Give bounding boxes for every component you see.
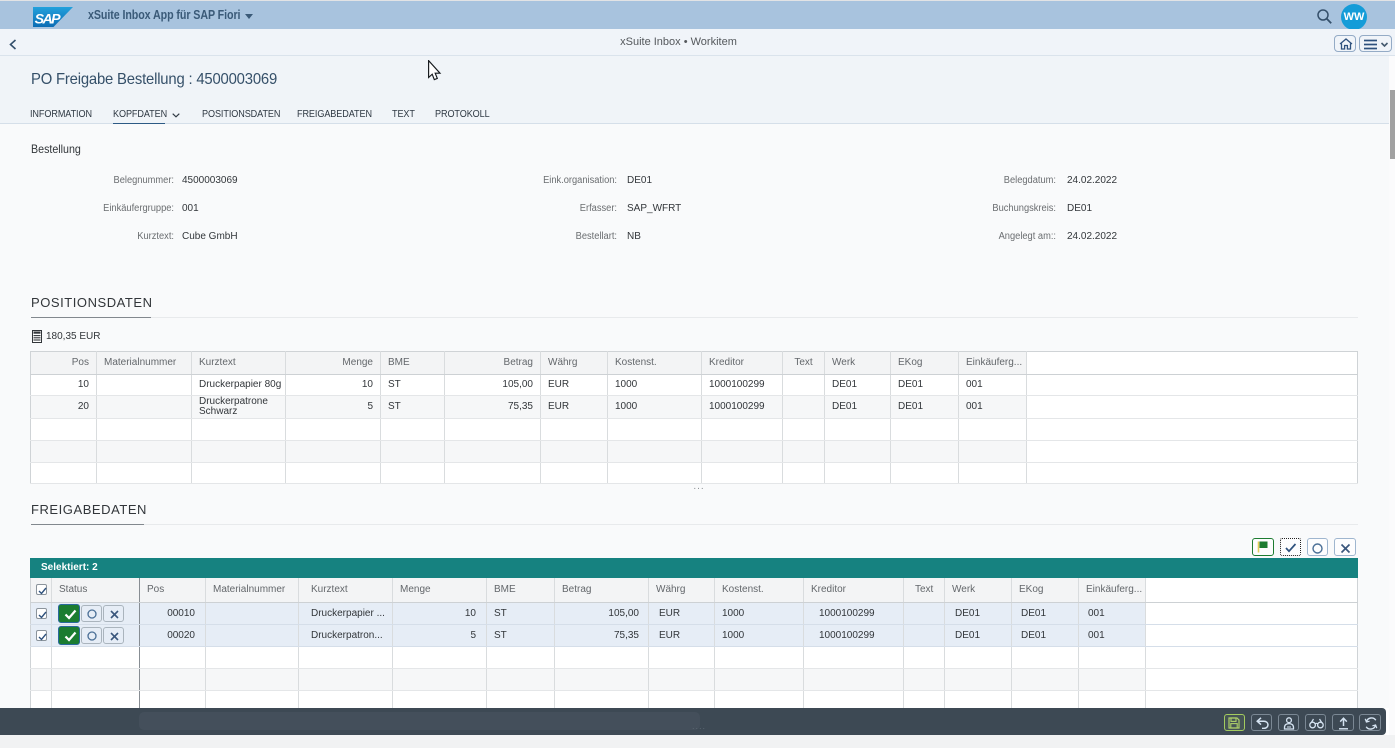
svg-text:SAP: SAP	[35, 11, 62, 27]
